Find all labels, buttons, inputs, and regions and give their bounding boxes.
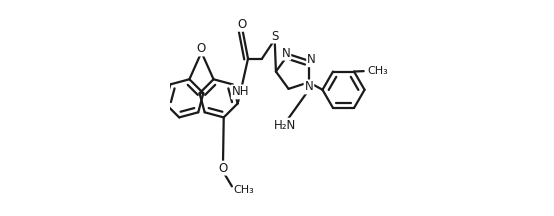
Text: H₂N: H₂N <box>273 119 296 132</box>
Text: N: N <box>305 80 314 94</box>
Text: N: N <box>307 53 316 66</box>
Text: O: O <box>218 162 228 175</box>
Text: CH₃: CH₃ <box>367 66 388 76</box>
Text: O: O <box>238 18 247 31</box>
Text: S: S <box>271 30 279 43</box>
Text: O: O <box>197 43 206 56</box>
Text: CH₃: CH₃ <box>233 184 254 195</box>
Text: NH: NH <box>232 85 249 98</box>
Text: N: N <box>281 47 290 60</box>
